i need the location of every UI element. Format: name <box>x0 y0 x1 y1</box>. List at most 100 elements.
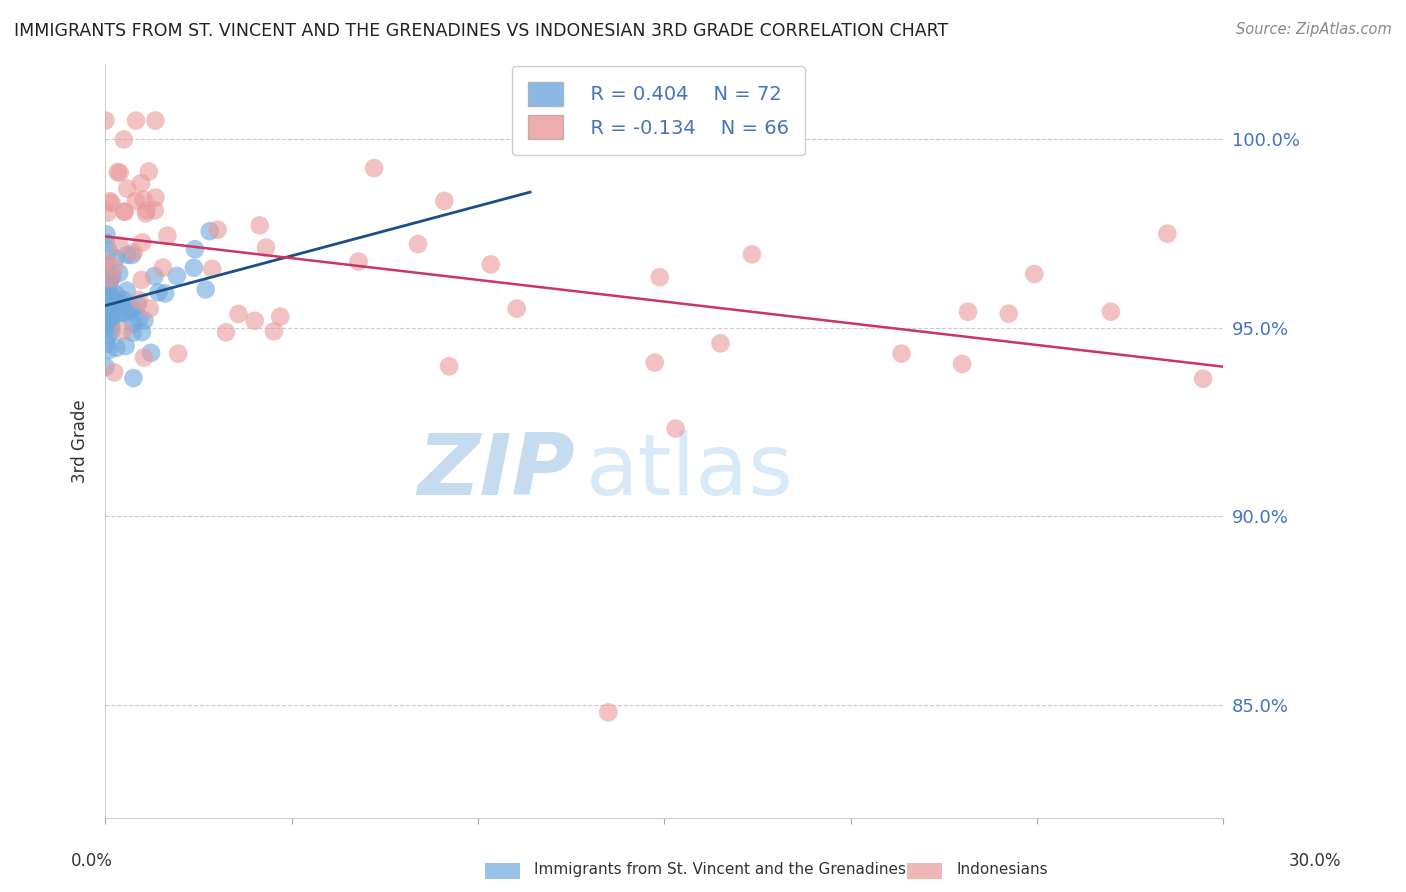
Point <box>263 324 285 338</box>
Point <box>94 277 117 292</box>
Point <box>97 303 120 318</box>
Point <box>741 247 763 261</box>
Point <box>112 293 135 307</box>
Point <box>363 161 385 175</box>
Point <box>957 304 980 318</box>
Point <box>709 336 731 351</box>
Point <box>269 310 291 324</box>
Point <box>108 306 131 320</box>
Point <box>183 260 205 275</box>
Point <box>96 293 118 308</box>
Point <box>127 298 149 312</box>
Point <box>152 260 174 275</box>
Point <box>184 242 207 256</box>
Point <box>100 271 122 285</box>
Point <box>1024 267 1046 281</box>
Point <box>664 421 686 435</box>
Point <box>131 325 153 339</box>
Point <box>108 238 131 252</box>
Point <box>135 203 157 218</box>
Point <box>97 295 120 310</box>
Point <box>131 235 153 250</box>
Point <box>254 241 277 255</box>
Point <box>100 319 122 334</box>
Y-axis label: 3rd Grade: 3rd Grade <box>72 400 89 483</box>
Point <box>1156 227 1178 241</box>
Point <box>115 307 138 321</box>
Point <box>101 306 124 320</box>
Point <box>96 278 118 293</box>
Text: 0.0%: 0.0% <box>70 852 112 870</box>
Point <box>98 271 121 285</box>
Point <box>134 313 156 327</box>
Point <box>153 286 176 301</box>
Point <box>100 289 122 303</box>
Point <box>125 194 148 208</box>
Point <box>96 317 118 331</box>
Text: IMMIGRANTS FROM ST. VINCENT AND THE GRENADINES VS INDONESIAN 3RD GRADE CORRELATI: IMMIGRANTS FROM ST. VINCENT AND THE GREN… <box>14 22 948 40</box>
Point <box>1099 304 1122 318</box>
Point <box>97 306 120 320</box>
Point <box>96 293 118 307</box>
Point <box>100 196 122 211</box>
Point <box>94 359 117 374</box>
Point <box>121 248 143 262</box>
Point <box>104 252 127 266</box>
Point <box>228 307 250 321</box>
Point <box>111 306 134 320</box>
Point <box>115 284 138 298</box>
Point <box>138 301 160 316</box>
Point <box>107 165 129 179</box>
Point <box>138 164 160 178</box>
Point <box>97 301 120 316</box>
Point <box>112 132 135 146</box>
Point <box>129 176 152 190</box>
Point <box>117 182 139 196</box>
Point <box>479 257 502 271</box>
Point <box>347 254 370 268</box>
Point <box>143 203 166 218</box>
Point <box>97 343 120 357</box>
Point <box>125 113 148 128</box>
Point <box>243 314 266 328</box>
Point <box>121 326 143 340</box>
Point <box>96 316 118 330</box>
Point <box>215 326 238 340</box>
Point <box>506 301 529 316</box>
Point <box>890 346 912 360</box>
Point <box>249 219 271 233</box>
Point <box>648 270 671 285</box>
Point <box>112 324 135 338</box>
Point <box>122 371 145 385</box>
Point <box>201 261 224 276</box>
Point <box>111 297 134 311</box>
Point <box>167 346 190 360</box>
Point <box>98 276 121 290</box>
Text: ZIP: ZIP <box>418 430 575 513</box>
Point <box>94 302 117 317</box>
Point <box>114 204 136 219</box>
Point <box>128 311 150 326</box>
Point <box>101 269 124 284</box>
Point <box>97 328 120 343</box>
Point <box>97 244 120 258</box>
Point <box>105 287 128 301</box>
Point <box>598 706 620 720</box>
Point <box>950 357 973 371</box>
Point <box>1192 372 1215 386</box>
Point <box>128 293 150 308</box>
Text: atlas: atlas <box>586 430 794 513</box>
Point <box>94 235 117 250</box>
Point <box>97 205 120 219</box>
Point <box>537 128 560 143</box>
Point <box>96 274 118 288</box>
Point <box>96 267 118 281</box>
Point <box>194 283 217 297</box>
Point <box>104 295 127 310</box>
Point <box>118 304 141 318</box>
Point <box>100 315 122 329</box>
Point <box>121 301 143 316</box>
Point <box>132 193 155 207</box>
Point <box>156 228 179 243</box>
Point <box>112 204 135 219</box>
